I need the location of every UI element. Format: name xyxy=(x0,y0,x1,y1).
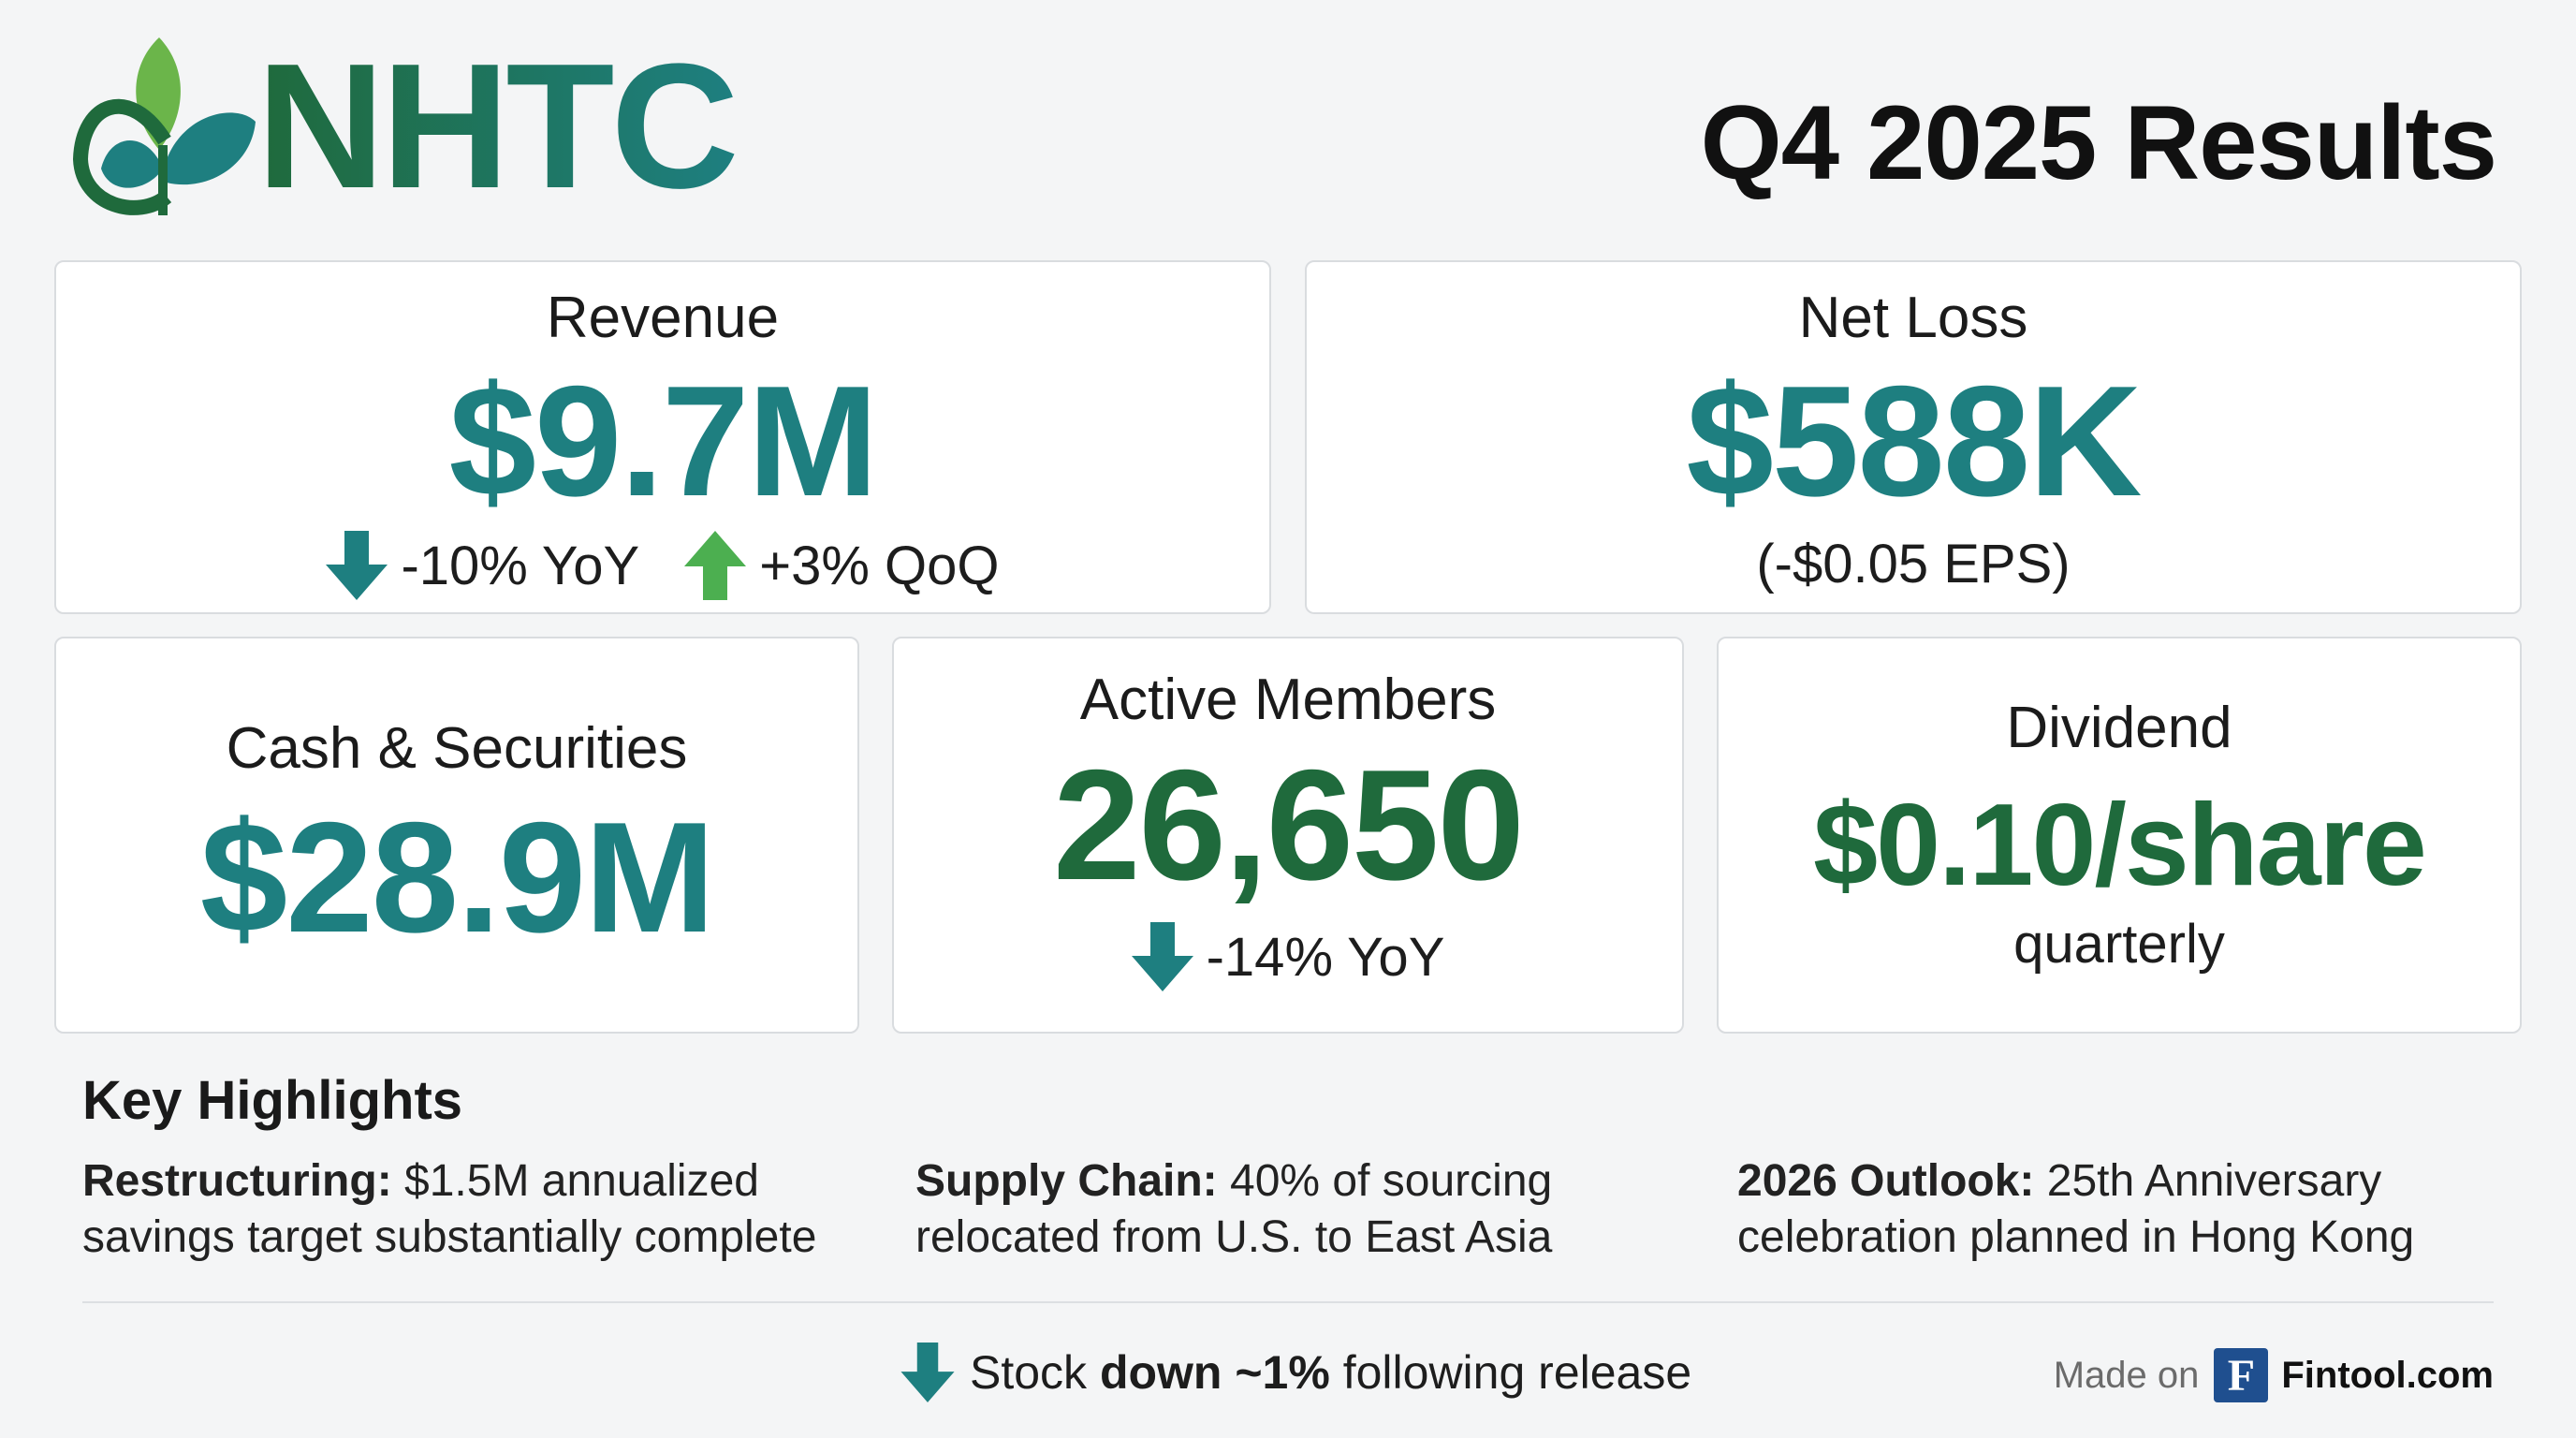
cash-card: Cash & Securities $28.9M xyxy=(54,637,859,1034)
net-loss-value: $588K xyxy=(1686,353,2142,529)
divider xyxy=(82,1301,2494,1303)
dividend-note: quarterly xyxy=(2013,914,2225,975)
highlights-title: Key Highlights xyxy=(82,1070,463,1131)
arrow-down-icon xyxy=(326,531,388,600)
members-card: Active Members 26,650 -14% YoY xyxy=(892,637,1684,1034)
highlight-text-line2: celebration planned in Hong Kong xyxy=(1737,1212,2415,1262)
stock-note: Stock down ~1% following release xyxy=(900,1343,1691,1402)
fintool-link[interactable]: Fintool.com xyxy=(2281,1354,2494,1396)
revenue-qoq: +3% QoQ xyxy=(759,535,1000,596)
made-on-label: Made on xyxy=(2053,1354,2200,1396)
revenue-label: Revenue xyxy=(546,286,780,350)
members-value: 26,650 xyxy=(1053,737,1525,913)
brand-logo: NHTC xyxy=(73,27,739,226)
highlight-label: Restructuring: xyxy=(82,1156,392,1206)
dividend-label: Dividend xyxy=(2006,696,2232,760)
revenue-card: Revenue $9.7M -10% YoY +3% QoQ xyxy=(54,260,1271,614)
leaf-icon xyxy=(73,37,256,215)
arrow-down-icon xyxy=(1131,922,1193,991)
highlight-supply-chain: Supply Chain: 40% of sourcing relocated … xyxy=(915,1153,1720,1266)
revenue-yoy: -10% YoY xyxy=(401,535,640,596)
dividend-value: $0.10/share xyxy=(1813,781,2427,910)
made-on-badge[interactable]: Made on F Fintool.com xyxy=(2054,1348,2494,1402)
highlight-restructuring: Restructuring: $1.5M annualized savings … xyxy=(82,1153,906,1266)
page-title: Q4 2025 Results xyxy=(1700,84,2497,201)
members-changes: -14% YoY xyxy=(1131,922,1445,991)
highlight-label: 2026 Outlook: xyxy=(1737,1156,2035,1206)
cash-value: $28.9M xyxy=(199,788,715,965)
arrow-down-icon xyxy=(900,1343,955,1402)
highlight-text: 40% of sourcing xyxy=(1217,1156,1553,1206)
revenue-value: $9.7M xyxy=(448,353,879,529)
stock-text-pre: Stock xyxy=(970,1346,1100,1399)
arrow-up-icon xyxy=(684,531,747,600)
highlight-text: $1.5M annualized xyxy=(391,1156,759,1206)
net-loss-label: Net Loss xyxy=(1798,286,2028,350)
highlight-label: Supply Chain: xyxy=(915,1156,1218,1206)
highlight-text: 25th Anniversary xyxy=(2034,1156,2382,1206)
stock-text-post: following release xyxy=(1329,1346,1692,1399)
dividend-card: Dividend $0.10/share quarterly xyxy=(1717,637,2522,1034)
brand-name: NHTC xyxy=(256,27,739,226)
highlight-text-line2: savings target substantially complete xyxy=(82,1212,817,1262)
net-loss-eps: (-$0.05 EPS) xyxy=(1756,534,2071,594)
members-label: Active Members xyxy=(1079,668,1497,732)
fintool-logo-icon: F xyxy=(2214,1348,2269,1402)
members-yoy: -14% YoY xyxy=(1206,926,1445,988)
highlight-text-line2: relocated from U.S. to East Asia xyxy=(915,1212,1553,1262)
cash-label: Cash & Securities xyxy=(226,715,688,781)
net-loss-card: Net Loss $588K (-$0.05 EPS) xyxy=(1305,260,2522,614)
stock-text-bold: down ~1% xyxy=(1099,1346,1330,1399)
highlight-outlook: 2026 Outlook: 25th Anniversary celebrati… xyxy=(1737,1153,2542,1266)
revenue-changes: -10% YoY +3% QoQ xyxy=(326,531,1000,600)
